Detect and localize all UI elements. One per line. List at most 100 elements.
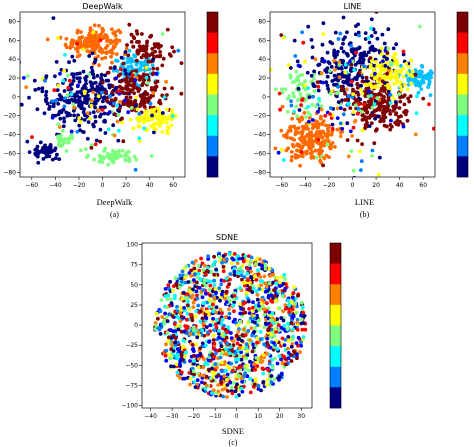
- data-point: [193, 272, 198, 276]
- data-point: [388, 112, 393, 116]
- data-point: [261, 353, 266, 357]
- data-point: [42, 111, 47, 116]
- data-point: [417, 24, 422, 29]
- data-point: [324, 80, 329, 85]
- data-point: [360, 128, 365, 133]
- data-point: [123, 50, 128, 54]
- data-point: [253, 367, 257, 372]
- data-point: [360, 54, 365, 59]
- data-point: [144, 44, 149, 48]
- data-point: [359, 168, 363, 173]
- data-point: [79, 30, 83, 34]
- data-point: [102, 111, 107, 116]
- data-point: [211, 346, 216, 351]
- data-point: [340, 87, 345, 92]
- data-point: [64, 36, 69, 41]
- data-point: [172, 364, 176, 369]
- data-point: [216, 383, 221, 387]
- data-point: [293, 132, 298, 137]
- data-point: [300, 131, 304, 136]
- data-point: [275, 317, 279, 322]
- data-point: [24, 85, 29, 89]
- data-point: [360, 75, 365, 80]
- data-point: [173, 336, 178, 341]
- data-point: [204, 383, 209, 388]
- data-point: [205, 265, 210, 270]
- data-point: [402, 83, 407, 87]
- data-point: [201, 268, 206, 272]
- data-point: [339, 46, 344, 51]
- data-point: [112, 133, 117, 138]
- data-point: [274, 281, 279, 286]
- data-point: [244, 342, 249, 347]
- data-point: [345, 30, 349, 35]
- x-tick-label: 40: [396, 182, 404, 189]
- data-point: [401, 74, 406, 79]
- data-point: [392, 81, 397, 86]
- data-point: [59, 110, 64, 115]
- data-point: [173, 309, 178, 314]
- data-point: [103, 119, 107, 124]
- data-point: [162, 318, 166, 323]
- data-point: [188, 289, 193, 294]
- data-point: [223, 315, 228, 320]
- data-point: [216, 311, 221, 315]
- data-point: [264, 284, 269, 289]
- data-point: [319, 104, 324, 108]
- data-point: [113, 30, 118, 34]
- data-point: [139, 47, 143, 51]
- x-tick-label: 20: [372, 182, 380, 189]
- data-point: [81, 69, 86, 74]
- data-point: [239, 273, 244, 278]
- data-point: [335, 52, 339, 57]
- data-point: [194, 280, 199, 285]
- data-point: [360, 79, 365, 84]
- data-point: [333, 145, 337, 149]
- data-point: [357, 45, 362, 50]
- data-point: [107, 83, 112, 88]
- data-point: [195, 296, 200, 301]
- data-point: [135, 107, 140, 112]
- data-point: [219, 380, 224, 385]
- data-point: [335, 106, 340, 111]
- data-point: [263, 266, 268, 271]
- data-point: [375, 36, 380, 41]
- data-point: [183, 275, 188, 280]
- data-point: [300, 144, 305, 149]
- data-point: [197, 286, 202, 290]
- data-point: [340, 126, 345, 131]
- data-point: [294, 104, 299, 109]
- data-point: [140, 83, 145, 88]
- data-point: [247, 319, 252, 324]
- data-point: [57, 93, 62, 97]
- data-point: [200, 341, 205, 346]
- data-point: [132, 91, 137, 96]
- data-point: [166, 339, 171, 344]
- data-point: [185, 326, 190, 330]
- data-point: [231, 339, 236, 343]
- data-point: [231, 343, 236, 347]
- x-tick-label: 60: [169, 182, 177, 189]
- data-point: [195, 293, 199, 298]
- data-point: [166, 293, 171, 298]
- data-point: [280, 360, 285, 365]
- data-point: [106, 127, 111, 132]
- data-point: [393, 100, 398, 104]
- data-point: [185, 311, 190, 316]
- data-point: [116, 138, 121, 143]
- data-point: [35, 151, 39, 155]
- data-point: [196, 303, 201, 308]
- data-point: [258, 356, 263, 361]
- y-tick-label: 60: [8, 37, 16, 44]
- data-point: [110, 152, 114, 157]
- data-point: [330, 79, 335, 83]
- data-point: [59, 144, 64, 149]
- data-point: [175, 370, 180, 375]
- data-point: [273, 294, 277, 298]
- data-point: [112, 101, 116, 106]
- data-point: [106, 70, 111, 75]
- data-point: [299, 317, 304, 322]
- data-point: [280, 336, 285, 341]
- data-point: [73, 94, 77, 99]
- data-point: [154, 311, 159, 316]
